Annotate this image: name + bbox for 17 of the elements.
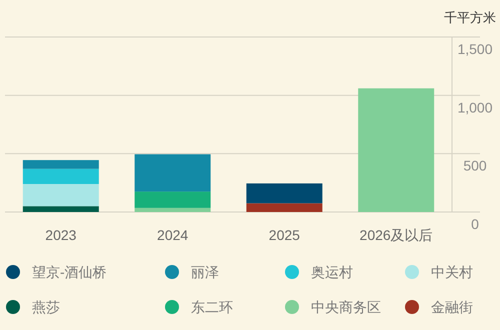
x-tick-label: 2025: [268, 227, 300, 243]
y-tick-label: 500: [463, 158, 487, 174]
legend-label: 丽泽: [191, 264, 219, 280]
x-tick-label: 2023: [45, 227, 77, 243]
y-tick-label: 1,000: [457, 99, 493, 116]
y-axis-title: 千平方米: [444, 10, 496, 25]
legend-label: 中关村: [431, 264, 473, 280]
x-tick-label: 2026及以后: [360, 227, 433, 243]
y-tick-label: 1,500: [457, 41, 493, 57]
y-tick-label: 0: [471, 216, 480, 232]
legend-label: 燕莎: [32, 299, 60, 315]
legend-label: 望京-酒仙桥: [32, 264, 107, 280]
legend-label: 奥运村: [311, 264, 353, 280]
x-tick-label: 2024: [157, 227, 188, 243]
legend-label: 东二环: [191, 299, 233, 315]
legend-label: 金融街: [431, 299, 473, 315]
legend-label: 中央商务区: [311, 299, 381, 315]
